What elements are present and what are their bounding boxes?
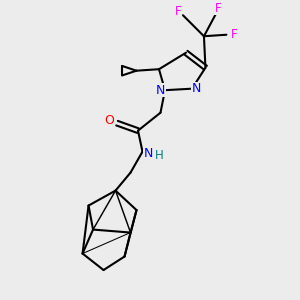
Text: N: N <box>192 82 201 95</box>
Text: O: O <box>105 114 115 127</box>
Text: N: N <box>144 147 153 160</box>
Text: F: F <box>215 2 222 15</box>
Text: F: F <box>175 5 182 18</box>
Text: H: H <box>154 149 164 162</box>
Text: F: F <box>231 28 237 41</box>
Text: N: N <box>156 84 165 97</box>
